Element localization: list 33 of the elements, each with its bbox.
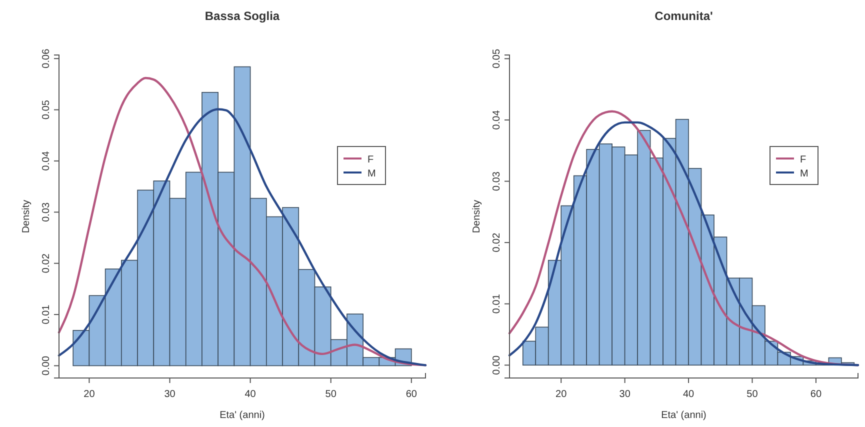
y-tick-label: 0.03 — [492, 171, 502, 191]
y-tick-label: 0.01 — [41, 304, 52, 324]
y-axis-title: Density — [472, 200, 482, 234]
x-tick-label: 40 — [244, 389, 256, 400]
y-tick-label: 0.06 — [41, 48, 52, 68]
x-tick-label: 50 — [325, 389, 337, 400]
y-tick-label: 0.04 — [492, 110, 502, 130]
legend-label: M — [800, 168, 808, 180]
y-tick-label: 0.01 — [492, 294, 502, 314]
y-tick-label: 0.04 — [41, 150, 52, 171]
x-tick-label: 20 — [556, 389, 568, 400]
x-tick-label: 60 — [406, 389, 418, 400]
legend-label: F — [368, 154, 374, 166]
x-tick-label: 40 — [682, 389, 695, 400]
y-tick-label: 0.02 — [41, 253, 52, 274]
x-tick-label: 30 — [164, 389, 176, 400]
legend-label: F — [800, 154, 806, 166]
y-axis-title: Density — [21, 200, 32, 234]
x-axis-title: Eta' (anni) — [661, 410, 706, 421]
x-tick-label: 20 — [84, 389, 96, 400]
x-tick-label: 30 — [619, 389, 631, 400]
y-tick-label: 0.03 — [41, 202, 52, 222]
x-tick-label: 60 — [810, 389, 822, 400]
y-tick-label: 0.05 — [492, 48, 502, 68]
y-tick-label: 0.00 — [41, 356, 52, 376]
y-tick-label: 0.05 — [41, 100, 52, 120]
x-axis-title: Eta' (anni) — [220, 410, 265, 421]
y-tick-label: 0.02 — [492, 232, 502, 252]
chart-title: Comunita' — [654, 9, 713, 23]
x-tick-label: 50 — [746, 389, 758, 400]
y-tick-label: 0.00 — [492, 354, 502, 375]
chart-title: Bassa Soglia — [204, 9, 280, 23]
legend-label: M — [368, 168, 376, 180]
